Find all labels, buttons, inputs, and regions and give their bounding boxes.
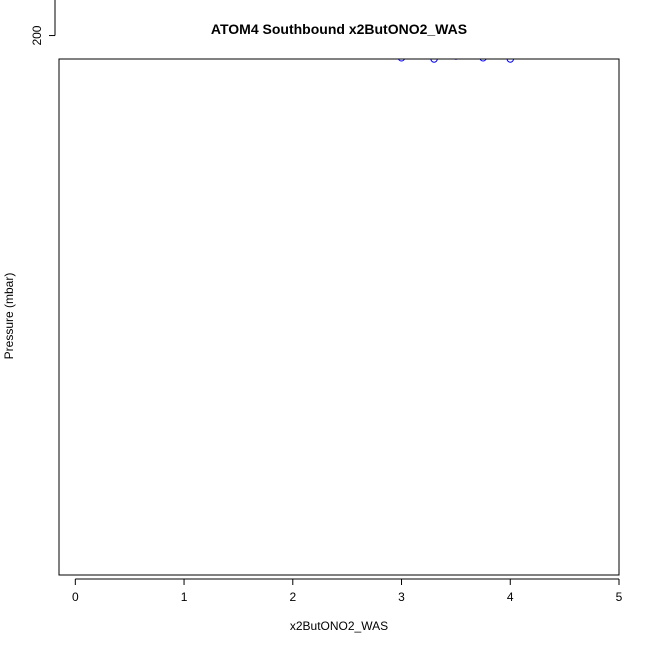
data-point xyxy=(506,59,514,63)
series-4 xyxy=(79,0,117,39)
data-point xyxy=(257,38,263,44)
x-tick-label: 3 xyxy=(398,590,405,604)
data-point xyxy=(203,38,209,44)
data-point xyxy=(94,29,100,35)
x-axis: 0 1 2 3 4 5 xyxy=(72,578,623,604)
chart-title: ATOM4 Southbound x2ButONO2_WAS xyxy=(211,21,467,37)
series-line xyxy=(86,0,130,47)
y-axis-label: Pressure (mbar) xyxy=(2,273,16,360)
series-20 xyxy=(388,19,595,63)
data-point xyxy=(328,3,334,9)
x-tick-label: 4 xyxy=(507,590,514,604)
x-tick-label: 5 xyxy=(616,590,623,604)
data-point xyxy=(594,9,600,15)
x-axis-label: x2ButONO2_WAS xyxy=(290,619,388,633)
data-point xyxy=(447,0,453,5)
data-point xyxy=(388,51,394,57)
data-point xyxy=(453,59,459,60)
data-point xyxy=(430,59,438,63)
series-line xyxy=(82,0,114,36)
data-point xyxy=(572,19,578,25)
series-22 xyxy=(94,0,171,4)
x-tick-label: 2 xyxy=(289,590,296,604)
data-point xyxy=(98,3,104,9)
data-point xyxy=(420,47,426,53)
data-point xyxy=(398,59,405,62)
data-point xyxy=(479,59,487,62)
series-line xyxy=(84,0,108,53)
series-line xyxy=(97,0,227,41)
data-point xyxy=(105,0,111,4)
data-point xyxy=(561,19,567,25)
data-point xyxy=(507,38,513,44)
x-tick-label: 1 xyxy=(181,590,188,604)
data-point xyxy=(589,19,595,25)
data-point xyxy=(105,50,111,56)
data-point xyxy=(94,0,100,4)
y-tick-label: 200 xyxy=(30,25,44,45)
series-3 xyxy=(83,0,133,51)
x-tick-label: 0 xyxy=(72,590,79,604)
data-point xyxy=(127,44,133,50)
data-point xyxy=(534,21,540,27)
series-2 xyxy=(81,0,111,56)
data-point xyxy=(540,0,546,2)
data-point xyxy=(113,3,119,9)
y-axis: 2004006008001000 xyxy=(30,0,56,46)
plot-frame xyxy=(58,58,620,576)
data-point xyxy=(107,32,113,38)
